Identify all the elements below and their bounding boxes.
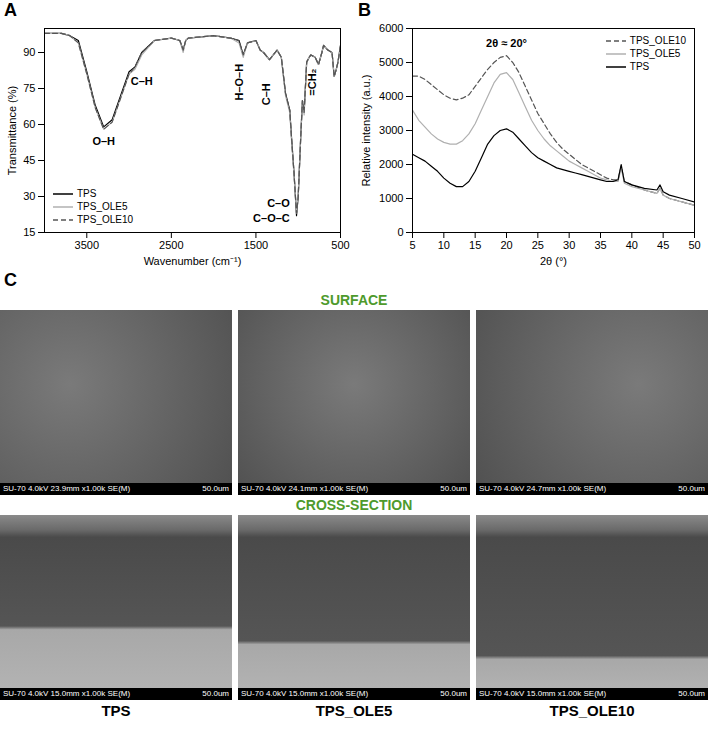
svg-text:35: 35	[594, 239, 606, 251]
html-text:SU-70 4.0kV 15.0mm x1.00k SE(M: SU-70 4.0kV 15.0mm x1.00k SE(M)	[241, 689, 369, 698]
html-text:50.0um: 50.0um	[678, 484, 705, 493]
svg-text:20: 20	[500, 239, 512, 251]
html-text:TPS_OLE10: TPS_OLE10	[629, 35, 686, 46]
html-text:A: A	[4, 0, 17, 20]
html-text:50.0um: 50.0um	[202, 484, 229, 493]
svg-text:5: 5	[409, 239, 415, 251]
svg-text:50: 50	[688, 239, 700, 251]
svg-text:40: 40	[626, 239, 638, 251]
svg-text:2500: 2500	[159, 239, 183, 251]
svg-text:10: 10	[438, 239, 450, 251]
svg-text:3000: 3000	[379, 124, 403, 136]
svg-text:C–O–C: C–O–C	[253, 212, 290, 224]
svg-text:60: 60	[23, 118, 35, 130]
svg-text:H–O–H: H–O–H	[233, 64, 245, 101]
html-text:TPS_OLE10: TPS_OLE10	[549, 702, 635, 719]
svg-text:6000: 6000	[379, 22, 403, 34]
svg-text:90: 90	[23, 46, 35, 58]
svg-text:C–H: C–H	[260, 83, 272, 105]
html-text:CROSS-SECTION: CROSS-SECTION	[295, 497, 413, 513]
svg-text:25: 25	[532, 239, 544, 251]
svg-text:=CH₂: =CH₂	[306, 68, 318, 95]
svg-text:75: 75	[23, 82, 35, 94]
html-text:TPS_OLE10: TPS_OLE10	[77, 214, 134, 225]
svg-text:500: 500	[331, 239, 349, 251]
svg-text:1500: 1500	[244, 239, 268, 251]
svg-text:C–O: C–O	[267, 197, 290, 209]
html-text:TPS_OLE5: TPS_OLE5	[315, 702, 393, 719]
svg-text:Relative intensity (a.u.): Relative intensity (a.u.)	[360, 75, 372, 187]
svg-text:2θ (°): 2θ (°)	[540, 255, 567, 267]
svg-text:3500: 3500	[75, 239, 99, 251]
html-text:B: B	[358, 0, 371, 20]
html-text:TPS_OLE5: TPS_OLE5	[629, 48, 681, 59]
html-text:SU-70 4.0kV 24.1mm x1.00k SE(M: SU-70 4.0kV 24.1mm x1.00k SE(M)	[241, 484, 369, 493]
svg-text:Wavenumber (cm⁻¹): Wavenumber (cm⁻¹)	[144, 255, 242, 267]
svg-text:45: 45	[657, 239, 669, 251]
html-text:SURFACE: SURFACE	[320, 292, 388, 308]
html-text:SU-70 4.0kV 15.0mm x1.00k SE(M: SU-70 4.0kV 15.0mm x1.00k SE(M)	[3, 689, 131, 698]
html-text:50.0um: 50.0um	[440, 484, 467, 493]
svg-text:2θ ≈ 20°: 2θ ≈ 20°	[486, 37, 527, 49]
svg-text:4000: 4000	[379, 90, 403, 102]
svg-text:15: 15	[469, 239, 481, 251]
svg-text:C–H: C–H	[131, 75, 153, 87]
html-text:SU-70 4.0kV 15.0mm x1.00k SE(M: SU-70 4.0kV 15.0mm x1.00k SE(M)	[479, 689, 607, 698]
html-text:50.0um: 50.0um	[440, 689, 467, 698]
svg-text:1000: 1000	[379, 192, 403, 204]
svg-text:30: 30	[563, 239, 575, 251]
svg-text:2000: 2000	[379, 158, 403, 170]
html-text:TPS: TPS	[629, 61, 650, 72]
svg-text:O–H: O–H	[92, 135, 115, 147]
svg-text:5000: 5000	[379, 56, 403, 68]
html-text:TPS_OLE5: TPS_OLE5	[77, 201, 128, 212]
html-text:SU-70 4.0kV 24.7mm x1.00k SE(M: SU-70 4.0kV 24.7mm x1.00k SE(M)	[479, 484, 607, 493]
html-text:TPS: TPS	[77, 188, 97, 199]
svg-text:30: 30	[23, 190, 35, 202]
svg-text:15: 15	[23, 226, 35, 238]
html-text:50.0um: 50.0um	[202, 689, 229, 698]
html-text:C: C	[4, 270, 17, 290]
html-text:50.0um: 50.0um	[678, 689, 705, 698]
svg-text:Transmittance (%): Transmittance (%)	[6, 86, 18, 175]
svg-text:45: 45	[23, 154, 35, 166]
svg-text:0: 0	[397, 226, 403, 238]
html-text:SU-70 4.0kV 23.9mm x1.00k SE(M: SU-70 4.0kV 23.9mm x1.00k SE(M)	[3, 484, 131, 493]
html-text:TPS: TPS	[101, 702, 131, 719]
